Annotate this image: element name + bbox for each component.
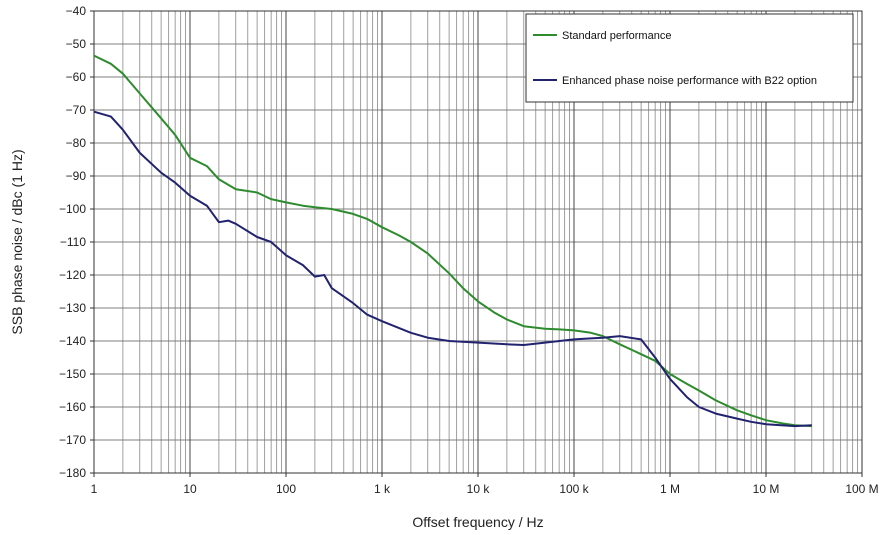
x-tick-label: 1 [91,482,98,496]
y-tick-label: −120 [59,268,86,282]
y-tick-label: −150 [59,367,86,381]
x-tick-label: 10 [183,482,197,496]
y-tick-label: −110 [60,235,86,249]
y-tick-label: −90 [66,169,87,183]
x-tick-label: 100 M [845,482,878,496]
y-tick-label: −50 [66,37,87,51]
y-axis-ticks: −40 −50 −60 −70 −80 −90 −100 −110 −120 −130 −140 −1… [59,4,94,480]
y-tick-label: −130 [59,301,86,315]
x-axis-ticks: 1 10 100 1 k 10 k 100 k 1 M 10 M 100 M [91,473,879,496]
x-tick-label: 1 M [660,482,680,496]
y-tick-label: −140 [59,334,86,348]
y-axis-title: SSB phase noise / dBc (1 Hz) [9,149,25,334]
series-line-standard [93,54,812,428]
y-tick-label: −160 [59,400,86,414]
series-layer [93,54,812,428]
y-tick-label: −100 [59,202,86,216]
x-tick-label: 1 k [374,482,391,496]
y-tick-label: −40 [66,4,87,18]
x-axis-title: Offset frequency / Hz [412,514,543,530]
legend-box [525,13,854,103]
x-tick-label: 10 M [753,482,780,496]
legend: Standard performance Enhanced phase nois… [525,13,854,103]
legend-label-standard: Standard performance [562,30,671,42]
series-line-enhanced [93,110,812,428]
x-tick-label: 10 k [467,482,491,496]
y-tick-label: −80 [66,136,87,150]
y-tick-label: −60 [66,70,87,84]
legend-label-enhanced: Enhanced phase noise performance with B2… [562,75,817,87]
y-tick-label: −170 [59,433,86,447]
x-tick-label: 100 [276,482,296,496]
y-tick-label: −70 [66,103,87,117]
x-tick-label: 100 k [559,482,589,496]
y-tick-label: −180 [59,466,86,480]
